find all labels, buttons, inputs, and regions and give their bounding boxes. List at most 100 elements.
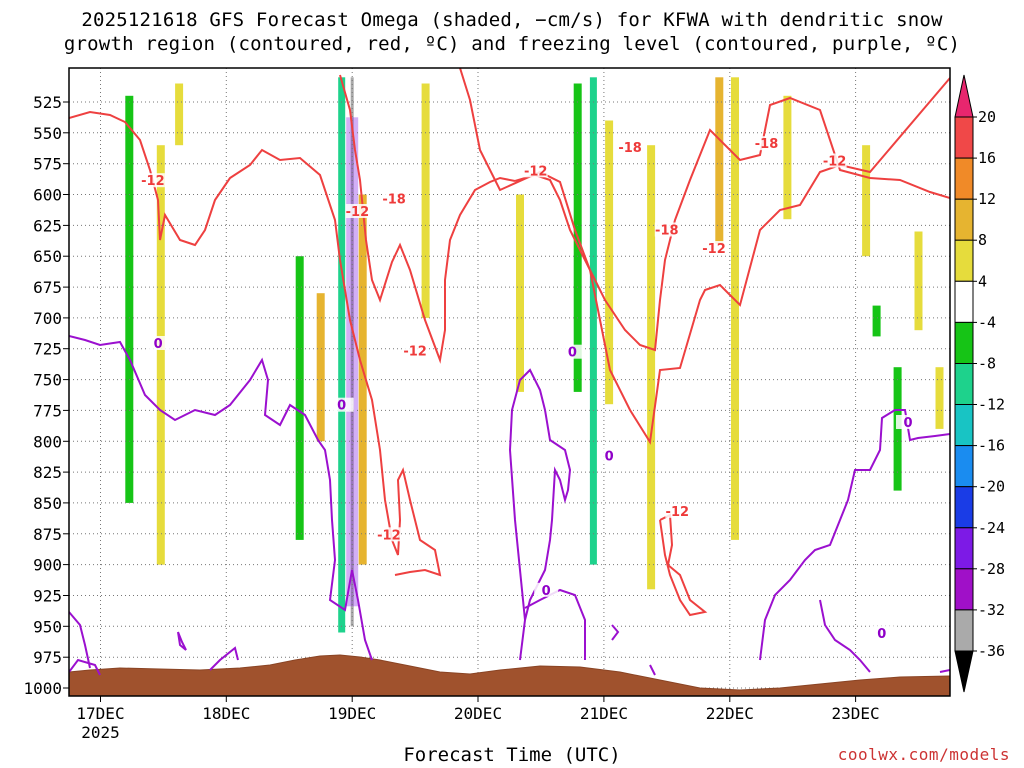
colorbar-label: 8 [978, 231, 987, 249]
contour-label-bg [560, 344, 585, 359]
freezing-level-central [508, 368, 572, 661]
omega-feature [516, 194, 524, 392]
minus-18-contour-east [514, 96, 950, 352]
site-credit[interactable]: coolwx.com/models [837, 745, 1010, 764]
colorbar-segment [954, 157, 974, 200]
contour-label-bg [345, 204, 370, 218]
freezing-level-trace-mid [209, 646, 239, 671]
omega-feature [935, 367, 944, 429]
contour-label-text: 0 [337, 399, 346, 414]
omega-feature [914, 231, 923, 331]
omega-feature-band [647, 145, 656, 590]
contour-label-text: -18 [382, 193, 406, 208]
time-tick-label: 23DEC [832, 704, 880, 723]
contour-label: 0 [146, 336, 171, 352]
contour-label: 0 [560, 344, 585, 361]
contour-label: -12 [376, 527, 401, 543]
contour-label-text: 0 [903, 416, 912, 431]
time-tick-label: 21DEC [580, 704, 628, 723]
omega-feature-band [715, 77, 724, 244]
contour-label: -12 [140, 173, 165, 189]
pressure-tick-label: 875 [33, 525, 62, 544]
contour-label-text: 0 [877, 627, 886, 642]
time-tick-label: 19DEC [328, 704, 376, 723]
colorbar-segment [954, 198, 974, 241]
contour-label-bg [523, 163, 548, 178]
colorbar-label: 16 [978, 149, 996, 167]
contour-label-text: -12 [346, 205, 370, 220]
pressure-tick-label: 850 [33, 494, 62, 513]
omega-feature [715, 77, 724, 244]
contour-label-bg [869, 626, 894, 640]
contour-label-bg [665, 503, 690, 518]
colorbar-segment [954, 609, 974, 652]
freezing-level-east-south [524, 588, 620, 660]
pressure-tick-label: 800 [33, 432, 62, 451]
colorbar-label: -8 [978, 355, 996, 373]
colorbar-segment [954, 527, 974, 570]
contour-label-text: -12 [524, 164, 548, 179]
contour-label-text: -12 [377, 528, 401, 543]
minus-12-contour-mid [339, 259, 442, 577]
contour-label-bg [329, 397, 354, 412]
pressure-tick-label: 700 [33, 309, 62, 328]
omega-feature-band [175, 83, 184, 146]
time-tick-label: 17DEC [76, 704, 124, 723]
time-tick-label: 20DEC [454, 704, 502, 723]
colorbar-label: -24 [978, 519, 1005, 537]
contour-label: -18 [654, 222, 679, 239]
contour-label: -18 [618, 139, 643, 156]
omega-feature [421, 83, 430, 318]
contour-label: -12 [702, 241, 726, 257]
gridlines [69, 68, 950, 696]
colorbar-segment [954, 116, 974, 159]
omega-shading [125, 77, 944, 633]
contour-label-bg [597, 448, 622, 463]
colorbar-segment [954, 568, 974, 611]
minus-12-contour-east-loop [659, 513, 708, 617]
colorbar-label: -32 [978, 601, 1005, 619]
omega-feature [156, 145, 165, 565]
contour-label-text: -18 [655, 224, 679, 239]
omega-feature-band [731, 77, 739, 540]
colorbar-segment [954, 280, 974, 323]
contour-label-text: -12 [666, 505, 690, 520]
contour-label-text: -12 [702, 242, 726, 257]
omega-feature [605, 120, 614, 405]
contour-label: 0 [896, 415, 920, 431]
contour-label-bg [403, 343, 428, 358]
colorbar-segment [954, 239, 974, 282]
omega-feature [589, 77, 597, 565]
colorbar-label: -20 [978, 478, 1005, 496]
colorbar-segment [954, 404, 974, 447]
contour-label: 0 [597, 448, 622, 464]
pressure-tick-label: 725 [33, 340, 62, 359]
contour-label-text: 0 [154, 337, 163, 352]
colorbar-segment [954, 486, 974, 529]
contour-label-text: 0 [542, 584, 551, 599]
contour-label-text: -12 [403, 344, 427, 359]
omega-feature-band [872, 305, 881, 337]
contour-label-bg [534, 582, 559, 597]
freezing-level-lower-east [819, 599, 950, 673]
time-axis: 17DEC 18DEC 19DEC 20DEC 21DEC 22DEC 23DEC 2025 [76, 696, 880, 742]
pressure-tick-label: 550 [33, 124, 62, 143]
omega-feature [731, 77, 739, 540]
contour-label-text: 0 [568, 346, 577, 361]
colorbar-segment [954, 321, 974, 364]
pressure-tick-label: 650 [33, 247, 62, 266]
contour-label: -18 [382, 191, 407, 208]
contour-label-bg [146, 336, 171, 350]
year-label: 2025 [81, 723, 120, 742]
omega-feature-band [783, 95, 792, 220]
omega-feature [316, 293, 325, 442]
omega-feature-band [350, 77, 354, 627]
chart-title-line-2: growth region (contoured, red, ºC) and f… [63, 33, 961, 55]
colorbar-segment [954, 445, 974, 488]
time-tick-label: 22DEC [706, 704, 754, 723]
contour-label-bg [654, 222, 679, 237]
contour-labels: -12 -12 -18 -12 -12 -12 -18 -18 -12 -18 -12 -12 0 0 0 0… [140, 136, 920, 642]
pressure-tick-label: 950 [33, 617, 62, 636]
omega-feature [872, 305, 881, 337]
